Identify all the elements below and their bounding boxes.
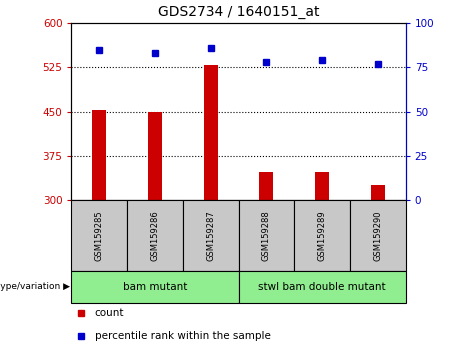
Bar [315, 172, 329, 200]
Bar [71, 200, 127, 271]
Bar [260, 172, 273, 200]
Text: stwl bam double mutant: stwl bam double mutant [258, 282, 386, 292]
Text: GSM159286: GSM159286 [150, 210, 160, 261]
Text: GSM159288: GSM159288 [262, 210, 271, 261]
Bar [350, 200, 406, 271]
Bar [371, 185, 385, 200]
Text: GSM159290: GSM159290 [373, 210, 382, 261]
Text: bam mutant: bam mutant [123, 282, 187, 292]
Text: GSM159285: GSM159285 [95, 210, 104, 261]
Bar [183, 200, 238, 271]
Bar [148, 112, 162, 200]
Text: count: count [95, 308, 124, 318]
Bar [127, 200, 183, 271]
Bar [294, 200, 350, 271]
Text: GSM159289: GSM159289 [318, 210, 327, 261]
Text: GSM159287: GSM159287 [206, 210, 215, 261]
Bar [238, 200, 294, 271]
Title: GDS2734 / 1640151_at: GDS2734 / 1640151_at [158, 5, 319, 19]
Bar [92, 110, 106, 200]
Text: genotype/variation ▶: genotype/variation ▶ [0, 282, 70, 291]
Bar [238, 271, 406, 303]
Text: percentile rank within the sample: percentile rank within the sample [95, 331, 271, 341]
Bar [71, 271, 239, 303]
Bar [204, 65, 218, 200]
